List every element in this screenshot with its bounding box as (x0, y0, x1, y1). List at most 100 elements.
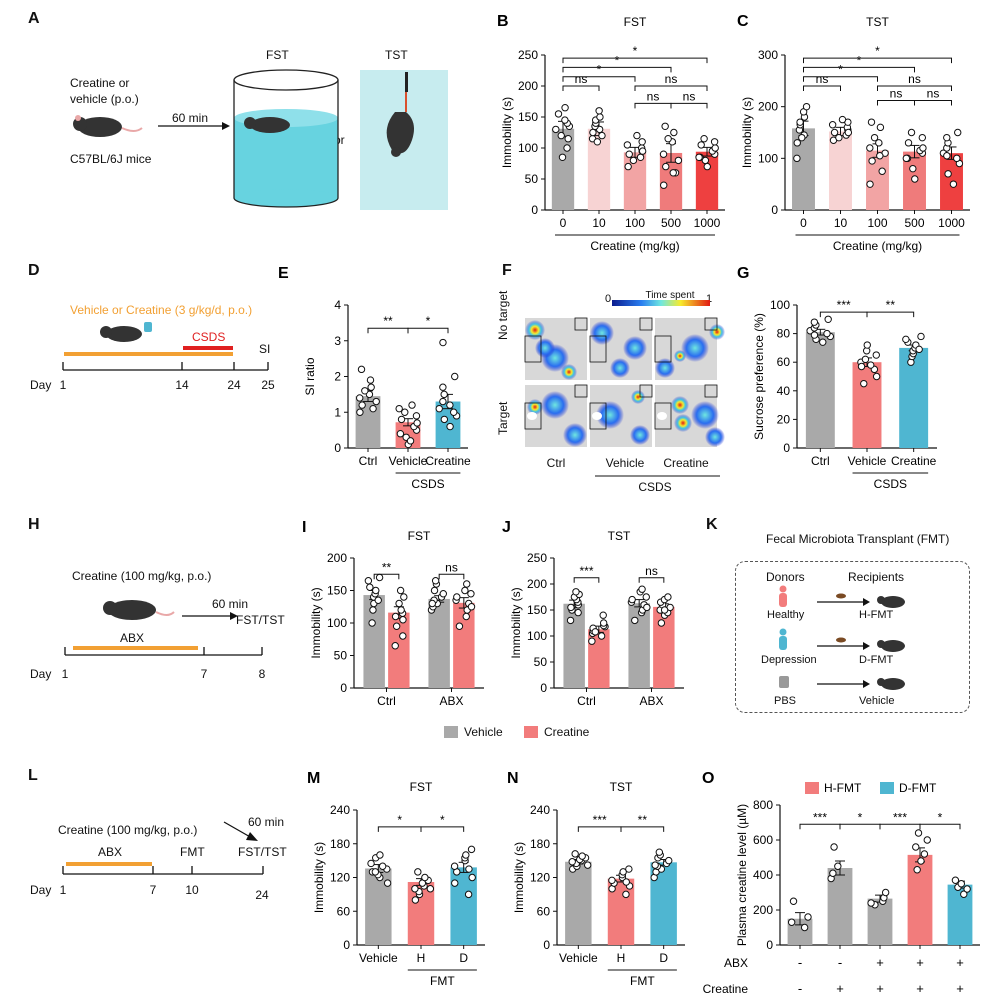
sig-label: * (858, 810, 863, 824)
bar (587, 128, 611, 210)
bar (947, 884, 973, 945)
scale-min: 0 (605, 293, 612, 305)
data-point (628, 595, 636, 604)
data-point (375, 573, 384, 582)
arrow-head-icon (246, 832, 258, 841)
data-point (638, 585, 646, 593)
panel-label-h: H (28, 516, 40, 533)
data-point (810, 318, 819, 326)
day-tick-label: 10 (185, 883, 199, 897)
treatment-bar (64, 352, 233, 356)
data-point (657, 619, 666, 627)
data-point (860, 379, 868, 388)
legend-label-creatine: Creatine (544, 725, 590, 739)
data-point (397, 606, 405, 614)
data-point (631, 616, 639, 625)
x-tick-label: D (659, 951, 668, 965)
sig-label: ns (647, 89, 660, 103)
y-tick-label: 200 (527, 577, 547, 591)
vehicle-creatine-label: Vehicle or Creatine (3 g/kg/d, p.o.) (70, 303, 253, 317)
sig-label: * (633, 44, 638, 58)
data-point (465, 865, 473, 873)
y-tick-label: 20 (777, 412, 791, 426)
sig-label: *** (579, 564, 593, 578)
data-point (591, 628, 599, 636)
x-tick-label: H (417, 951, 426, 965)
data-point (954, 128, 962, 137)
y-tick-label: 0 (540, 681, 547, 695)
data-point (599, 619, 608, 627)
data-point (564, 135, 572, 143)
panel-label: B (497, 13, 509, 30)
data-point (857, 362, 866, 371)
y-tick-label: 200 (518, 79, 538, 93)
heat-spot (655, 358, 675, 378)
data-point (571, 850, 579, 858)
x-tick-label: 100 (867, 216, 887, 230)
chart-title: TST (866, 15, 889, 29)
data-point (802, 102, 811, 111)
bar (792, 128, 815, 210)
panel-label-l: L (28, 767, 38, 784)
data-point (439, 338, 447, 347)
data-point (450, 408, 458, 416)
data-point (453, 593, 461, 601)
heat-spot (610, 358, 630, 378)
x-tick-label: ABX (639, 694, 663, 708)
data-point (396, 586, 405, 595)
data-point (878, 167, 886, 175)
y-tick-label: 0 (340, 681, 347, 695)
data-point (406, 437, 415, 445)
data-point (589, 128, 597, 137)
data-point (655, 848, 664, 856)
bar (653, 606, 675, 688)
data-point (661, 122, 669, 131)
treatment-text: Creatine (100 mg/kg, p.o.) (58, 823, 198, 837)
data-point (638, 138, 646, 146)
x-tick-label: Vehicle (389, 454, 428, 468)
data-point (867, 118, 876, 126)
sig-label: * (838, 63, 843, 77)
data-point (796, 118, 804, 126)
abx-bar (73, 646, 198, 650)
sig-label: ns (816, 72, 829, 86)
data-point (400, 593, 408, 601)
heatmap-grid (524, 300, 725, 477)
arrow-head-icon (863, 598, 870, 606)
sig-bracket (879, 823, 921, 830)
data-point (412, 412, 421, 420)
data-point (397, 415, 406, 424)
data-point (366, 583, 374, 591)
recipient-label: D-FMT (859, 654, 894, 666)
data-point (866, 144, 874, 152)
data-point (567, 603, 575, 612)
row-label-abx: ABX (724, 956, 748, 970)
panel-label-d: D (28, 262, 40, 279)
data-point (446, 422, 454, 431)
data-point (870, 133, 879, 142)
data-point (408, 401, 416, 409)
data-point (660, 181, 668, 189)
y-tick-label: 150 (527, 603, 547, 617)
fst-cylinder (233, 69, 339, 208)
y-axis-label: Immobility (s) (740, 97, 754, 168)
data-point (642, 593, 650, 601)
data-point (574, 608, 582, 617)
sig-label: ns (927, 86, 940, 100)
fmt-title: Fecal Microbiota Transplant (FMT) (766, 532, 950, 546)
y-axis-label: SI ratio (303, 357, 317, 395)
x-tick-label: Ctrl (359, 454, 378, 468)
panel-label: M (307, 770, 320, 787)
data-point (917, 332, 925, 341)
heat-spot (590, 321, 614, 345)
data-point (366, 376, 375, 384)
sig-bracket (803, 57, 952, 64)
data-point (695, 153, 703, 162)
day-tick-label: 24 (227, 378, 241, 392)
tst-label: TST (385, 48, 408, 62)
heatmap-tile (524, 317, 588, 380)
data-point (710, 138, 719, 146)
data-point (623, 141, 632, 149)
chart-i: I 0 50 100 150 200 Immobility (s) FST Ctrl ** ABX n… (302, 519, 484, 708)
data-point (552, 125, 560, 134)
